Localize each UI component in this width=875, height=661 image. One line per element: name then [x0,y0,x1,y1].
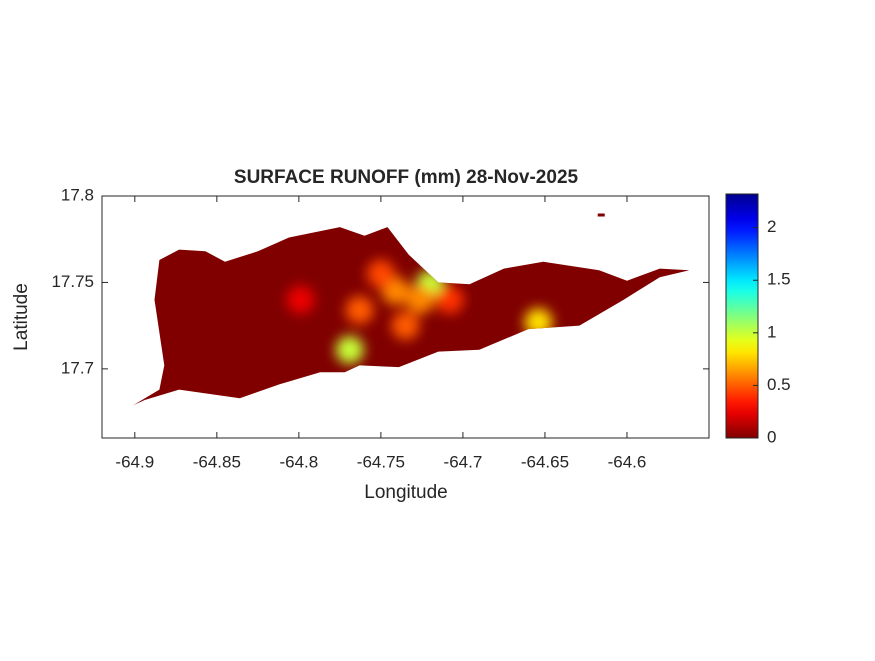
y-tick-label: 17.75 [51,272,94,291]
y-tick-label: 17.7 [61,358,94,377]
runoff-hotspot [435,285,464,314]
colorbar-tick-label: 2 [767,217,776,236]
x-tick-label: -64.6 [608,452,647,471]
y-axis-label: Latitude [11,283,32,351]
runoff-hotspot [524,308,553,337]
x-tick-label: -64.75 [357,452,405,471]
colorbar-tick-label: 0 [767,427,776,446]
axes-box [101,195,710,439]
x-tick-label: -64.65 [521,452,569,471]
colorbar-tick-label: 0.5 [767,375,791,394]
x-axis-label: Longitude [364,482,447,503]
runoff-hotspot [366,259,395,288]
x-tick-label: -64.9 [115,452,154,471]
runoff-hotspot [345,296,374,325]
runoff-hotspot [391,311,420,340]
y-tick-label: 17.8 [61,185,94,204]
runoff-hotspot [335,335,364,364]
colorbar-tick-label: 1 [767,322,776,341]
chart-title: SURFACE RUNOFF (mm) 28-Nov-2025 [234,167,579,188]
colorbar [725,193,759,439]
hotspot-blur [286,259,553,364]
islet [597,213,605,217]
x-tick-label: -64.7 [444,452,483,471]
colorbar-tick-label: 1.5 [767,270,791,289]
x-tick-label: -64.8 [279,452,318,471]
hotspot-layer [286,259,553,364]
runoff-hotspot [406,285,435,314]
x-tick-label: -64.85 [193,452,241,471]
runoff-hotspot [286,285,315,314]
